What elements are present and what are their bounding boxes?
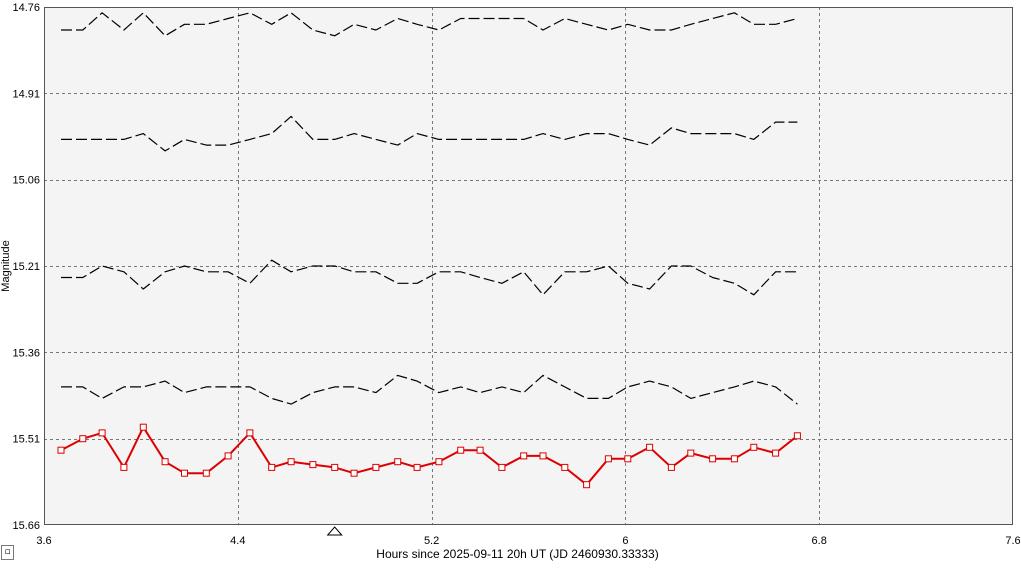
series-5-point bbox=[309, 461, 317, 469]
series-5-point bbox=[583, 481, 591, 489]
x-tick-label: 7.6 bbox=[1005, 535, 1020, 547]
series-5-point bbox=[604, 455, 612, 463]
series-5-point bbox=[350, 469, 358, 477]
series-5-point bbox=[539, 452, 547, 460]
series-5-point bbox=[476, 446, 484, 454]
series-2-line bbox=[61, 115, 798, 152]
series-3-line bbox=[61, 259, 798, 296]
x-tick-label: 3.6 bbox=[36, 535, 51, 547]
y-tick-label: 15.21 bbox=[12, 261, 40, 273]
series-5-point bbox=[394, 458, 402, 466]
series-5-point bbox=[139, 423, 147, 431]
series-5-point bbox=[372, 463, 380, 471]
y-axis-label: Magnitude bbox=[0, 240, 12, 291]
y-tick-labels: 14.76 14.91 15.06 15.21 15.36 15.51 15.66 bbox=[12, 2, 40, 532]
series-5-point bbox=[181, 469, 188, 477]
x-tick-label: 5.2 bbox=[424, 535, 439, 547]
series-5-point bbox=[246, 429, 254, 437]
series-5-point bbox=[224, 452, 232, 460]
series-5-point bbox=[202, 469, 210, 477]
x-tick-labels: 3.6 4.4 5.2 6 6.8 7.6 bbox=[36, 535, 1020, 547]
series-5-point bbox=[750, 443, 758, 451]
series-5-point bbox=[57, 446, 65, 454]
series-5-point bbox=[120, 463, 128, 471]
series-5-point bbox=[646, 443, 654, 451]
x-axis-label: Hours since 2025-09-11 20h UT (JD 246093… bbox=[376, 547, 658, 561]
series-5-point bbox=[687, 449, 695, 457]
series-5-point bbox=[498, 463, 506, 471]
series-5-point bbox=[624, 455, 632, 463]
series-5-point bbox=[98, 429, 106, 437]
series-5-point bbox=[457, 446, 465, 454]
y-tick-label: 15.06 bbox=[12, 175, 40, 187]
series-5-point bbox=[287, 458, 295, 466]
series-5-point bbox=[268, 463, 276, 471]
series-4-line bbox=[61, 374, 798, 405]
plot-area bbox=[44, 7, 1013, 525]
x-tick-label: 6 bbox=[622, 535, 628, 547]
y-tick-label: 14.76 bbox=[12, 2, 40, 14]
y-tick-label: 15.51 bbox=[12, 434, 40, 446]
series-5-point bbox=[730, 455, 738, 463]
series-5-point bbox=[667, 463, 675, 471]
series-5-point bbox=[561, 463, 569, 471]
corner-toggle-button[interactable]: ▫ bbox=[1, 545, 14, 560]
x-tick-label: 6.8 bbox=[812, 535, 827, 547]
plot-frame bbox=[44, 7, 1013, 525]
series-5-point bbox=[709, 455, 717, 463]
series-5-point bbox=[793, 432, 801, 440]
series-1-line bbox=[61, 12, 798, 37]
time-cursor-marker[interactable] bbox=[326, 526, 343, 536]
series-layer bbox=[57, 12, 801, 489]
series-5-point bbox=[772, 449, 780, 457]
series-5-point bbox=[79, 435, 87, 443]
series-5-point bbox=[331, 463, 339, 471]
series-5-point bbox=[413, 463, 421, 471]
y-tick-label: 15.36 bbox=[12, 347, 40, 359]
series-5-point bbox=[161, 458, 169, 466]
y-tick-label: 15.66 bbox=[12, 520, 40, 532]
x-tick-label: 4.4 bbox=[230, 535, 245, 547]
series-5-point bbox=[435, 458, 443, 466]
series-5-point bbox=[520, 452, 528, 460]
y-tick-label: 14.91 bbox=[12, 88, 40, 100]
grid-lines bbox=[44, 7, 1013, 525]
